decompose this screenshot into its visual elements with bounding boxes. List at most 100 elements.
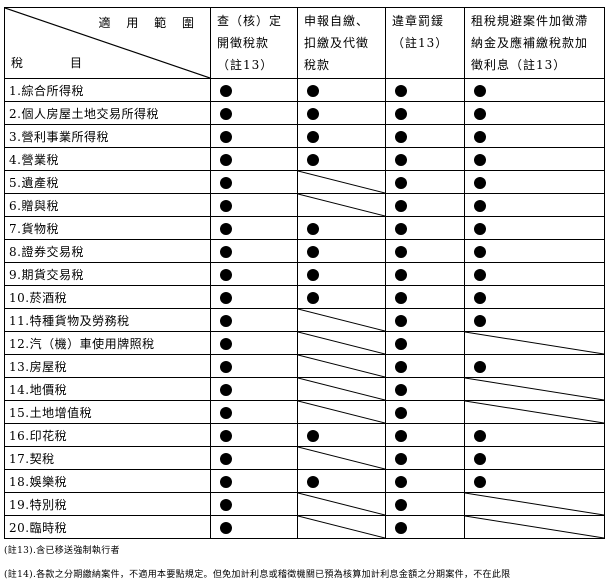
tax-name: 16.印花稅 (4, 423, 211, 447)
diagonal-slash-icon (298, 309, 385, 331)
filled-circle-icon (395, 406, 407, 419)
applicable-cell (385, 446, 465, 470)
table-row: 14.地價稅 (4, 377, 605, 401)
not-applicable-cell (297, 377, 386, 401)
filled-circle-icon (220, 406, 232, 419)
applicable-cell (210, 239, 298, 263)
applicable-cell (385, 78, 465, 102)
tax-name: 11.特種貨物及勞務稅 (4, 308, 211, 332)
column-header-assessed-tax: 查（核）定 開徵稅款 （註13） (210, 7, 298, 79)
column-header-line: 扣繳及代徵 (304, 36, 370, 50)
column-header-line: （註13） (392, 36, 449, 50)
filled-circle-icon (220, 245, 232, 258)
column-header-avoidance-surcharge: 租稅規避案件加徵滯 納金及應補繳稅款加 徵利息（註13） (464, 7, 605, 79)
filled-circle-icon (395, 268, 407, 281)
filled-circle-icon (474, 153, 486, 166)
applicable-cell (464, 423, 605, 447)
filled-circle-icon (474, 222, 486, 235)
applicable-cell (210, 193, 298, 217)
filled-circle-icon (307, 107, 319, 120)
tax-name: 9.期貨交易稅 (4, 262, 211, 286)
tax-name: 18.娛樂稅 (4, 469, 211, 493)
filled-circle-icon (307, 268, 319, 281)
filled-circle-icon (395, 383, 407, 396)
tax-name: 1.綜合所得稅 (4, 78, 211, 102)
column-header-line: 違章罰鍰 (392, 14, 445, 28)
column-header-line: 租稅規避案件加徵滯 (471, 14, 589, 28)
table-row: 5.遺產稅 (4, 170, 605, 194)
filled-circle-icon (220, 521, 232, 534)
applicable-cell (385, 193, 465, 217)
filled-circle-icon (220, 130, 232, 143)
applicable-cell (210, 446, 298, 470)
applicable-cell (385, 147, 465, 171)
applicable-cell (385, 308, 465, 332)
applicable-cell (210, 170, 298, 194)
applicable-cell (297, 469, 386, 493)
filled-circle-icon (395, 291, 407, 304)
applicable-cell (210, 101, 298, 125)
filled-circle-icon (220, 498, 232, 511)
filled-circle-icon (474, 176, 486, 189)
applicable-cell (464, 124, 605, 148)
filled-circle-icon (220, 475, 232, 488)
not-applicable-cell (297, 400, 386, 424)
filled-circle-icon (395, 245, 407, 258)
not-applicable-cell (297, 170, 386, 194)
filled-circle-icon (220, 360, 232, 373)
not-applicable-cell (297, 331, 386, 355)
filled-circle-icon (220, 268, 232, 281)
tax-name: 15.土地增值稅 (4, 400, 211, 424)
applicable-cell (385, 216, 465, 240)
applicable-cell (385, 331, 465, 355)
tax-name: 3.營利事業所得稅 (4, 124, 211, 148)
filled-circle-icon (220, 199, 232, 212)
applicable-cell (464, 193, 605, 217)
header-diagonal-line (5, 8, 210, 78)
column-header-self-paid-tax: 申報自繳、 扣繳及代徵 稅款 (297, 7, 386, 79)
table-row: 3.營利事業所得稅 (4, 124, 605, 148)
filled-circle-icon (220, 452, 232, 465)
filled-circle-icon (395, 498, 407, 511)
filled-circle-icon (220, 314, 232, 327)
diagonal-slash-icon (298, 493, 385, 515)
table-row: 15.土地增值稅 (4, 400, 605, 424)
applicable-cell (210, 423, 298, 447)
not-applicable-cell (464, 331, 605, 355)
applicable-cell (464, 354, 605, 378)
table-row: 8.證券交易稅 (4, 239, 605, 263)
not-applicable-cell (297, 515, 386, 539)
not-applicable-cell (464, 377, 605, 401)
applicable-cell (210, 216, 298, 240)
applicable-cell (297, 262, 386, 286)
applicable-cell (297, 78, 386, 102)
filled-circle-icon (395, 84, 407, 97)
filled-circle-icon (220, 291, 232, 304)
filled-circle-icon (395, 337, 407, 350)
footnote-13: (註13).含已移送強制執行者 (4, 546, 120, 556)
applicable-cell (297, 124, 386, 148)
filled-circle-icon (307, 84, 319, 97)
not-applicable-cell (464, 492, 605, 516)
applicable-cell (297, 239, 386, 263)
applicable-cell (210, 78, 298, 102)
applicable-cell (210, 515, 298, 539)
filled-circle-icon (474, 268, 486, 281)
filled-circle-icon (220, 84, 232, 97)
filled-circle-icon (395, 452, 407, 465)
header-row: 適 用 範 圍 稅目 查（核）定 開徵稅款 （註13） 申報自繳、 扣繳及代徵 稅款 違… (4, 7, 605, 79)
filled-circle-icon (395, 475, 407, 488)
applicable-cell (385, 101, 465, 125)
applicable-cell (464, 262, 605, 286)
tax-name: 8.證券交易稅 (4, 239, 211, 263)
applicable-cell (210, 400, 298, 424)
diagonal-slash-icon (465, 493, 604, 515)
not-applicable-cell (297, 193, 386, 217)
filled-circle-icon (307, 222, 319, 235)
not-applicable-cell (297, 492, 386, 516)
applicable-cell (385, 354, 465, 378)
table-row: 1.綜合所得稅 (4, 78, 605, 102)
not-applicable-cell (297, 354, 386, 378)
filled-circle-icon (307, 245, 319, 258)
applicable-cell (385, 239, 465, 263)
